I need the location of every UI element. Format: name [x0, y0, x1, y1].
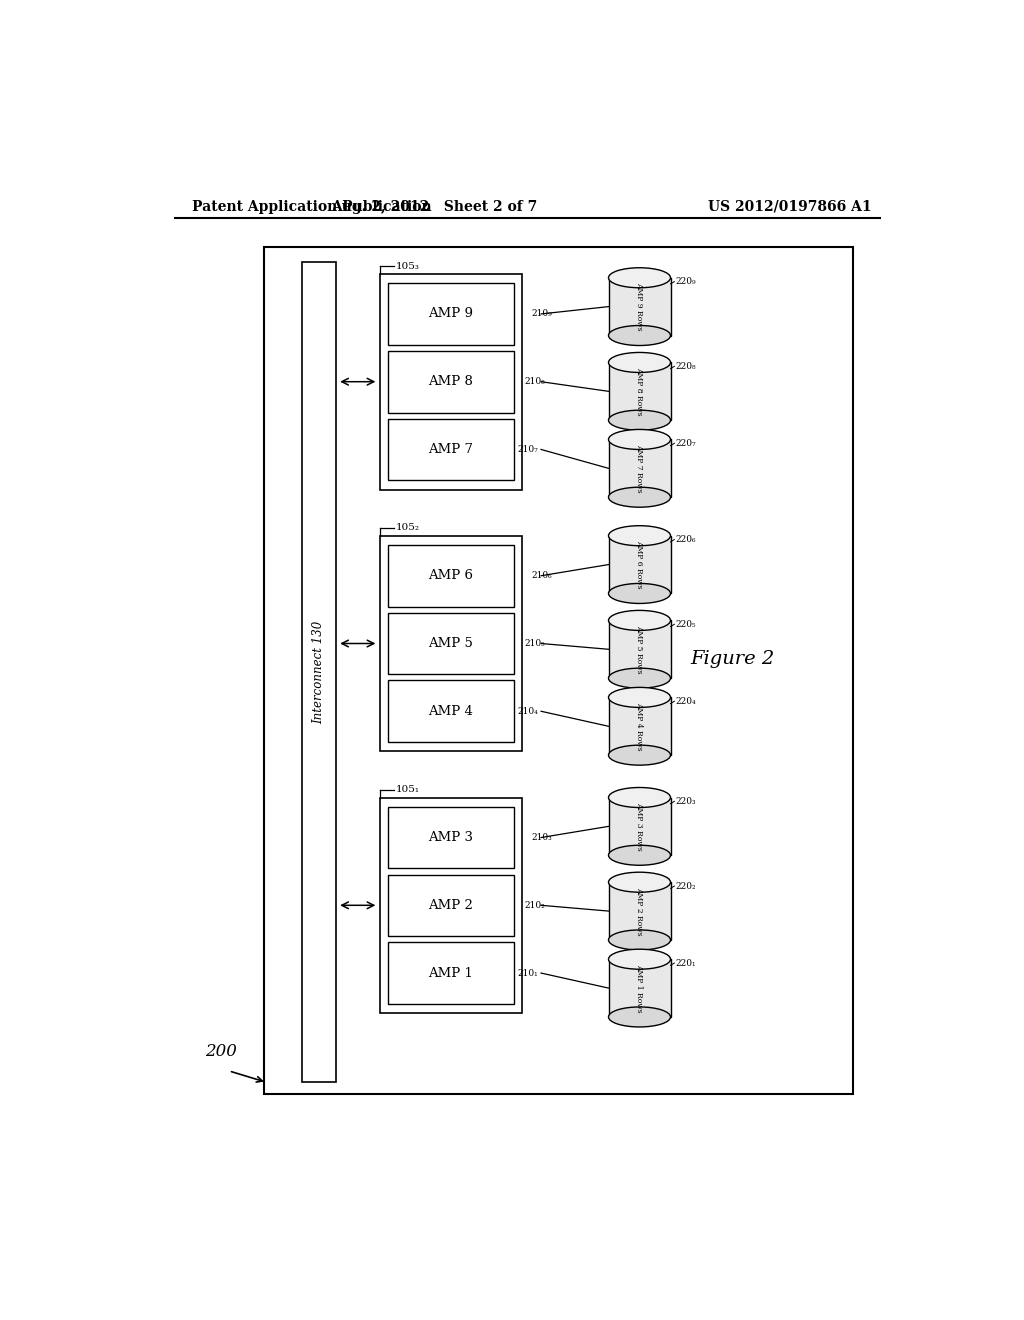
Text: 220₆: 220₆: [675, 535, 695, 544]
Text: AMP 2: AMP 2: [428, 899, 473, 912]
Text: AMP 5 Rows: AMP 5 Rows: [636, 624, 643, 673]
FancyBboxPatch shape: [608, 697, 671, 755]
FancyBboxPatch shape: [388, 875, 514, 936]
Ellipse shape: [608, 525, 671, 545]
FancyBboxPatch shape: [608, 882, 671, 940]
FancyBboxPatch shape: [388, 942, 514, 1003]
FancyBboxPatch shape: [608, 277, 671, 335]
Text: 210₇: 210₇: [517, 445, 538, 454]
FancyBboxPatch shape: [302, 263, 336, 1082]
Ellipse shape: [608, 326, 671, 346]
Ellipse shape: [608, 929, 671, 950]
Text: 220₈: 220₈: [675, 362, 695, 371]
Ellipse shape: [608, 688, 671, 708]
FancyBboxPatch shape: [608, 440, 671, 498]
Text: 105₂: 105₂: [395, 524, 420, 532]
Ellipse shape: [608, 487, 671, 507]
Text: AMP 6 Rows: AMP 6 Rows: [636, 540, 643, 589]
Text: 210₈: 210₈: [524, 378, 545, 387]
FancyBboxPatch shape: [388, 418, 514, 480]
Text: Figure 2: Figure 2: [690, 649, 774, 668]
Text: 105₃: 105₃: [395, 261, 419, 271]
Text: AMP 9: AMP 9: [428, 308, 473, 321]
Ellipse shape: [608, 1007, 671, 1027]
Text: 220₁: 220₁: [675, 958, 695, 968]
Text: AMP 7 Rows: AMP 7 Rows: [636, 444, 643, 492]
Text: 220₄: 220₄: [675, 697, 695, 706]
Ellipse shape: [608, 352, 671, 372]
Text: Aug. 2, 2012   Sheet 2 of 7: Aug. 2, 2012 Sheet 2 of 7: [331, 199, 538, 214]
FancyBboxPatch shape: [380, 797, 521, 1014]
Ellipse shape: [608, 583, 671, 603]
Text: 210₃: 210₃: [531, 833, 552, 842]
FancyBboxPatch shape: [388, 351, 514, 412]
Text: 220₇: 220₇: [675, 438, 695, 447]
Text: AMP 2 Rows: AMP 2 Rows: [636, 887, 643, 936]
FancyBboxPatch shape: [263, 247, 853, 1094]
Text: AMP 9 Rows: AMP 9 Rows: [636, 282, 643, 331]
Text: 220₉: 220₉: [675, 277, 695, 286]
Ellipse shape: [608, 668, 671, 688]
FancyBboxPatch shape: [388, 545, 514, 607]
Text: AMP 4 Rows: AMP 4 Rows: [636, 702, 643, 751]
Text: AMP 8 Rows: AMP 8 Rows: [636, 367, 643, 416]
FancyBboxPatch shape: [388, 681, 514, 742]
Text: AMP 6: AMP 6: [428, 569, 473, 582]
Ellipse shape: [608, 873, 671, 892]
FancyBboxPatch shape: [608, 536, 671, 594]
Ellipse shape: [608, 845, 671, 866]
Text: AMP 3: AMP 3: [428, 832, 473, 843]
FancyBboxPatch shape: [608, 797, 671, 855]
Ellipse shape: [608, 268, 671, 288]
FancyBboxPatch shape: [380, 275, 521, 490]
Text: 200: 200: [206, 1043, 238, 1060]
FancyBboxPatch shape: [388, 612, 514, 675]
Text: 220₅: 220₅: [675, 620, 695, 628]
FancyBboxPatch shape: [388, 807, 514, 869]
Text: AMP 8: AMP 8: [428, 375, 473, 388]
Ellipse shape: [608, 744, 671, 766]
Text: 210₄: 210₄: [517, 706, 538, 715]
Text: 220₂: 220₂: [675, 882, 695, 891]
Ellipse shape: [608, 411, 671, 430]
Text: 210₆: 210₆: [531, 572, 552, 581]
Text: Patent Application Publication: Patent Application Publication: [191, 199, 431, 214]
Ellipse shape: [608, 429, 671, 449]
Ellipse shape: [608, 610, 671, 631]
Text: AMP 3 Rows: AMP 3 Rows: [636, 803, 643, 851]
Text: 210₉: 210₉: [531, 309, 552, 318]
FancyBboxPatch shape: [608, 363, 671, 420]
Text: AMP 5: AMP 5: [428, 638, 473, 649]
FancyBboxPatch shape: [388, 284, 514, 345]
Text: Interconnect 130: Interconnect 130: [312, 620, 326, 723]
Text: 210₂: 210₂: [524, 900, 545, 909]
Text: AMP 1: AMP 1: [428, 966, 473, 979]
Text: US 2012/0197866 A1: US 2012/0197866 A1: [708, 199, 871, 214]
FancyBboxPatch shape: [380, 536, 521, 751]
Text: AMP 1 Rows: AMP 1 Rows: [636, 964, 643, 1012]
Text: 210₅: 210₅: [524, 639, 545, 648]
FancyBboxPatch shape: [608, 960, 671, 1016]
Ellipse shape: [608, 788, 671, 808]
Text: 210₁: 210₁: [517, 969, 538, 978]
Ellipse shape: [608, 949, 671, 969]
Text: 105₁: 105₁: [395, 785, 420, 795]
Text: 220₃: 220₃: [675, 797, 695, 805]
Text: AMP 7: AMP 7: [428, 444, 473, 455]
Text: AMP 4: AMP 4: [428, 705, 473, 718]
FancyBboxPatch shape: [608, 620, 671, 678]
